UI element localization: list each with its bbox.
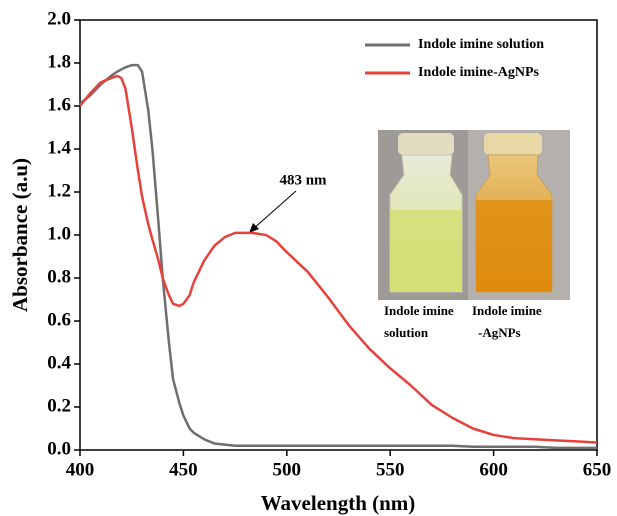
annotation-arrow — [249, 191, 296, 233]
x-tick-label: 500 — [273, 459, 302, 480]
x-tick-label: 550 — [376, 459, 405, 480]
y-tick-label: 2.0 — [47, 8, 71, 29]
inset-label: Indole imine — [472, 303, 542, 318]
y-tick-label: 1.4 — [47, 137, 71, 158]
y-tick-label: 0.2 — [47, 395, 71, 416]
legend-label: Indole imine-AgNPs — [418, 65, 540, 80]
x-tick-label: 600 — [479, 459, 508, 480]
y-tick-label: 1.0 — [47, 223, 71, 244]
chart: 483 nm Indole imine solution Indole imin… — [0, 0, 617, 516]
x-tick-label: 400 — [66, 459, 95, 480]
y-tick-label: 0.8 — [47, 266, 71, 287]
y-tick-label: 0.4 — [47, 352, 71, 373]
y-tick-label: 0.6 — [47, 309, 71, 330]
x-tick-label: 650 — [583, 459, 612, 480]
x-tick-label: 450 — [169, 459, 198, 480]
y-tick-label: 1.8 — [47, 51, 71, 72]
inset-photo — [378, 130, 570, 300]
inset-label: Indole imine — [384, 303, 454, 318]
y-axis-title: Absorbance (a.u) — [8, 158, 32, 312]
inset-label: -AgNPs — [478, 325, 521, 340]
y-tick-label: 1.2 — [47, 180, 71, 201]
legend-label: Indole imine solution — [418, 37, 544, 52]
annotation: 483 nm — [279, 172, 327, 188]
x-axis-title: Wavelength (nm) — [261, 491, 416, 515]
y-tick-label: 1.6 — [47, 94, 71, 115]
y-tick-label: 0.0 — [47, 438, 71, 459]
inset-label: solution — [384, 325, 429, 340]
